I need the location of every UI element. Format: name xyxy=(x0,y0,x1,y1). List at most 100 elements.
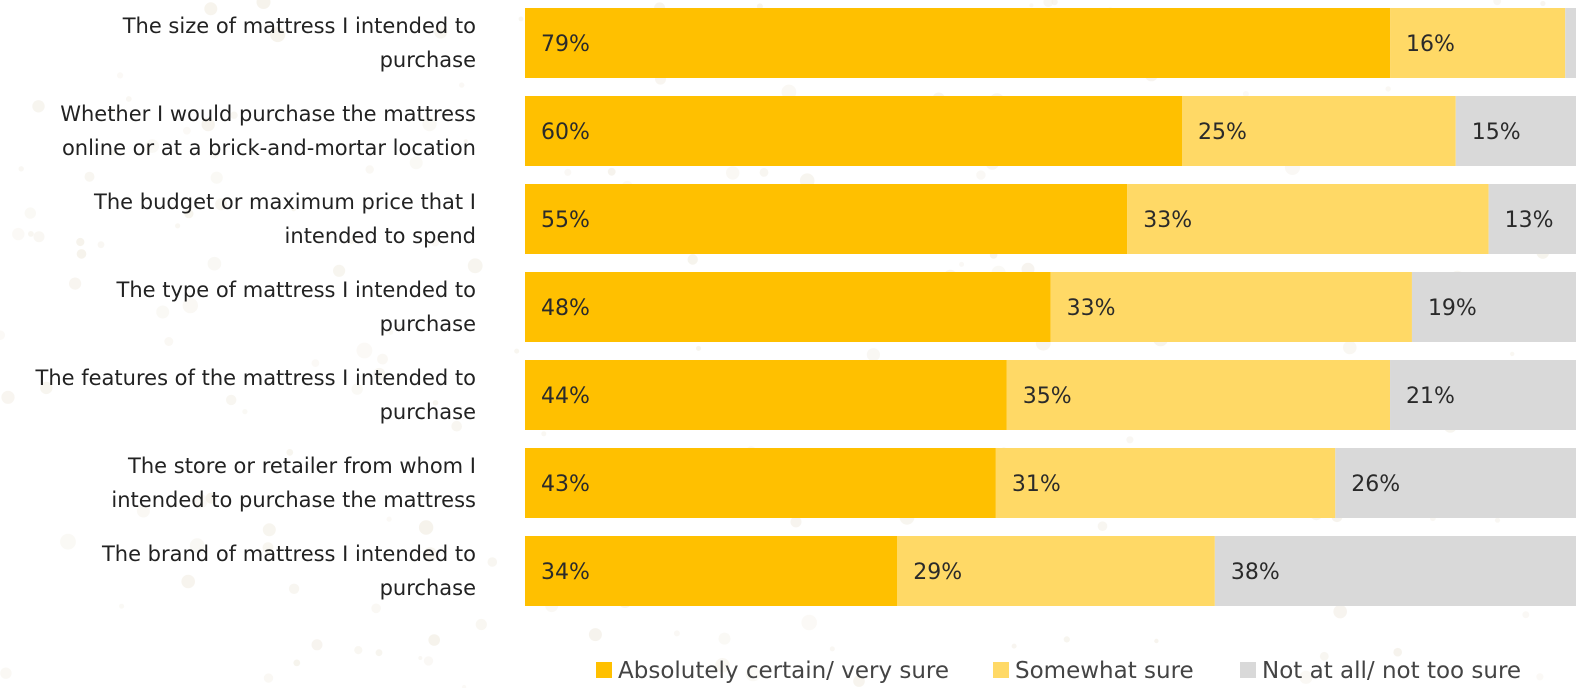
background-dot xyxy=(0,330,5,340)
background-dot xyxy=(375,649,383,657)
bar-segment xyxy=(1214,536,1576,606)
data-label: 38% xyxy=(1231,560,1280,585)
background-dot xyxy=(959,261,965,267)
category-label: The size of mattress I intended to xyxy=(122,14,476,38)
category-label: purchase xyxy=(380,312,476,336)
bar-segment xyxy=(525,360,1007,430)
bar-segment xyxy=(1050,272,1412,342)
background-dot xyxy=(607,167,616,176)
bar-segment xyxy=(1335,448,1576,518)
background-dot xyxy=(1154,638,1159,644)
background-dot xyxy=(60,533,76,550)
bar-segment xyxy=(897,536,1215,606)
background-dot xyxy=(262,523,276,537)
bar-segment xyxy=(525,96,1182,166)
background-dot xyxy=(428,634,441,646)
background-dot xyxy=(801,614,817,631)
background-dot xyxy=(1063,636,1070,643)
background-dot xyxy=(263,23,269,29)
category-label: The features of the mattress I intended … xyxy=(35,366,476,390)
category-label: The budget or maximum price that I xyxy=(93,190,476,214)
background-dot xyxy=(207,256,222,271)
background-dot xyxy=(18,166,24,172)
bar-segment xyxy=(1488,184,1576,254)
background-dot xyxy=(156,305,170,319)
background-dot xyxy=(475,618,487,631)
data-label: 15% xyxy=(1472,120,1521,145)
background-dot xyxy=(718,632,731,645)
data-label: 13% xyxy=(1505,208,1554,233)
data-label: 43% xyxy=(541,472,590,497)
category-label: The type of mattress I intended to xyxy=(116,278,477,302)
background-dot xyxy=(564,168,572,176)
bar-segment xyxy=(525,8,1391,78)
background-dot xyxy=(76,249,87,259)
bar-segment xyxy=(1390,360,1576,430)
data-label: 33% xyxy=(1143,208,1192,233)
background-dot xyxy=(164,337,174,346)
background-dot xyxy=(1493,0,1502,6)
background-dot xyxy=(1097,521,1108,531)
background-dot xyxy=(28,231,34,237)
bar-segment xyxy=(525,184,1128,254)
background-dot xyxy=(829,646,835,652)
background-dot xyxy=(541,431,547,437)
background-dot xyxy=(687,254,698,265)
background-dot xyxy=(181,574,195,589)
background-dot xyxy=(1126,436,1134,444)
legend-swatch xyxy=(993,662,1009,678)
background-dot xyxy=(311,639,323,651)
background-dot xyxy=(1242,91,1249,97)
background-dot xyxy=(1029,3,1034,8)
data-label: 34% xyxy=(541,560,590,585)
legend-swatch xyxy=(1240,662,1256,678)
background-dot xyxy=(1510,351,1515,357)
bar-segment xyxy=(1390,8,1566,78)
background-dot xyxy=(386,516,392,522)
category-label: online or at a brick-and-mortar location xyxy=(62,136,476,160)
background-dot xyxy=(790,516,802,528)
background-dot xyxy=(434,25,448,39)
background-dot xyxy=(853,675,865,687)
background-dot xyxy=(183,126,191,135)
background-dot xyxy=(431,238,440,247)
category-label: Whether I would purchase the mattress xyxy=(60,102,476,126)
data-label: 29% xyxy=(913,560,962,585)
background-dot xyxy=(182,297,198,314)
category-label: purchase xyxy=(380,48,476,72)
data-label: 55% xyxy=(541,208,590,233)
background-dot xyxy=(467,258,483,274)
background-dot xyxy=(0,667,12,679)
background-dot xyxy=(673,630,680,637)
background-dot xyxy=(256,0,271,9)
category-label: The store or retailer from whom I xyxy=(127,454,476,478)
background-dot xyxy=(1343,340,1357,355)
background-dot xyxy=(210,171,223,184)
bar-segment xyxy=(995,448,1336,518)
background-dot xyxy=(286,449,294,456)
data-label: 31% xyxy=(1012,472,1061,497)
legend-label: Not at all/ not too sure xyxy=(1262,658,1521,684)
bars: 79%16%5%60%25%15%55%33%13%48%33%19%44%35… xyxy=(525,8,1576,606)
background-dot xyxy=(1011,643,1017,649)
background-dot xyxy=(451,420,463,432)
background-dot xyxy=(377,353,388,365)
background-dot xyxy=(388,329,394,335)
data-label: 26% xyxy=(1351,472,1400,497)
bar-segment xyxy=(525,536,898,606)
data-label: 44% xyxy=(541,384,590,409)
background-dot xyxy=(1522,611,1530,619)
bar-segment xyxy=(525,448,996,518)
background-dot xyxy=(32,100,45,113)
background-dot xyxy=(230,111,238,119)
background-dot xyxy=(288,583,300,594)
background-dot xyxy=(418,656,423,660)
category-label: intended to spend xyxy=(285,224,476,248)
background-dot xyxy=(117,72,124,79)
data-label: 60% xyxy=(541,120,590,145)
background-dot xyxy=(1319,651,1329,661)
background-dot xyxy=(487,557,498,567)
background-dot xyxy=(24,207,36,219)
